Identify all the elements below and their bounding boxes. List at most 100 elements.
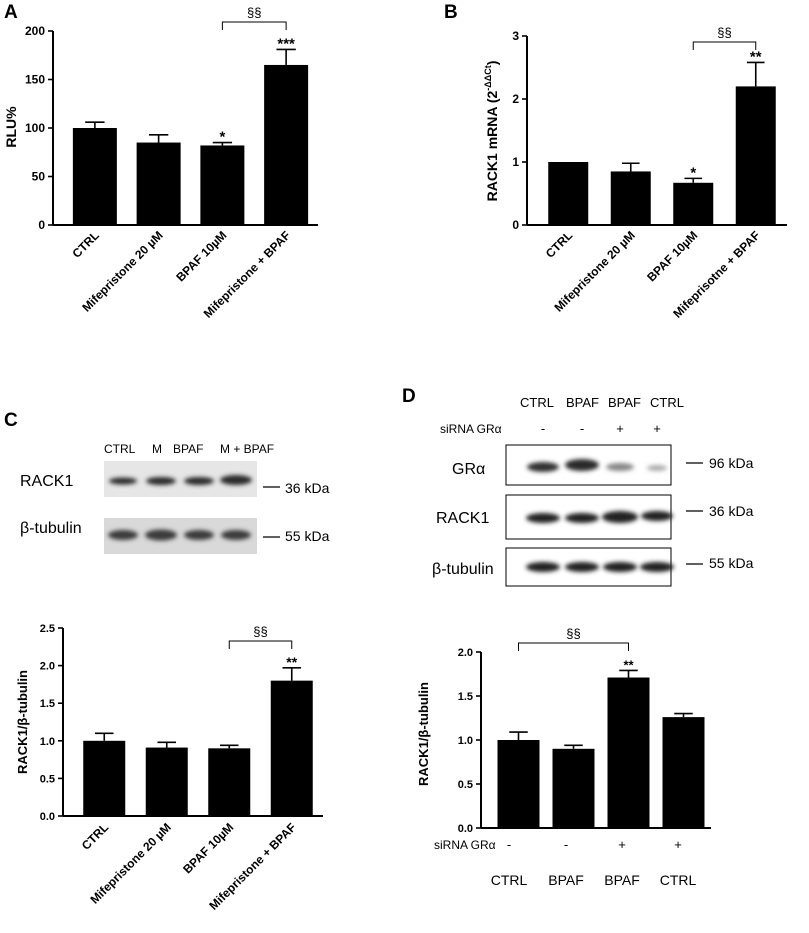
blot-c-band-rack1-4 [220, 475, 252, 485]
chart-d-bottom-group-0: CTRL [491, 872, 528, 888]
chart-d-bottom-group-3: CTRL [660, 872, 697, 888]
chart-d-y-tick-label-0: 0.0 [458, 823, 473, 835]
blot-c-header-3: M + BPAF [220, 442, 274, 456]
chart-c-bracket-label: §§ [253, 624, 267, 639]
blot-d-sirna-mark-0: - [541, 421, 545, 436]
chart-b-bracket [692, 41, 757, 50]
blot-d-band-rack1-2 [565, 513, 599, 523]
blot-c-header-2: BPAF [173, 442, 203, 456]
chart-d-y-tick-label-1: 0.5 [458, 779, 473, 791]
blot-c-band-rack1-2 [146, 477, 176, 485]
chart-a-bar-1 [136, 142, 181, 225]
chart-b-y-tick-label-0: 0 [512, 218, 519, 232]
chart-d-bar-0 [497, 740, 540, 828]
chart-c-bar-0 [83, 740, 126, 816]
blot-c-band-rack1-1 [109, 477, 137, 485]
blot-c-band-tubulin-1 [108, 530, 138, 540]
blot-d-band-tubulin-3 [603, 562, 637, 572]
blot-d-sirna-mark-2: + [616, 421, 624, 436]
blot-d-band-gra-3 [606, 463, 634, 471]
blot-d-band-rack1-3 [602, 511, 638, 523]
chart-a-y-tick-label-0: 0 [38, 218, 45, 232]
blot-c-band-tubulin-2 [145, 529, 177, 541]
chart-b-y-tick-label-2: 2 [512, 92, 519, 106]
chart-c-x-label-0: CTRL [79, 820, 112, 853]
blot-d: CTRL BPAF BPAF CTRL siRNA GRα - - + + GR… [432, 395, 754, 587]
blot-d-band-gra-4 [647, 465, 667, 471]
chart-a-x-label-0: CTRL [69, 228, 102, 261]
blot-c-header-0: CTRL [104, 442, 136, 456]
blot-d-band-tubulin-1 [526, 562, 560, 572]
blot-d-bands-rack1 [526, 511, 673, 523]
blot-d-membrane-gra [505, 444, 672, 486]
chart-a-y-tick-label-3: 150 [25, 73, 45, 87]
blot-d-sirna-mark-1: - [580, 421, 584, 436]
chart-c-y-tick-label-1: 0.5 [40, 773, 55, 785]
blot-d-band-rack1-4 [641, 511, 673, 521]
chart-d-bottom-mark-2: + [618, 837, 626, 852]
blot-c-header-1: M [152, 442, 162, 456]
chart-b-sig-2: * [690, 164, 696, 181]
blot-c-band-rack1-3 [184, 477, 214, 485]
chart-a-bar-2 [200, 145, 245, 225]
blot-c: CTRL M BPAF M + BPAF RACK1 36 kDa β-tubu… [20, 442, 330, 554]
panel-letter-d: D [402, 386, 416, 407]
blot-d-band-tubulin-4 [640, 562, 674, 572]
chart-b-ylabel: RACK1 mRNA (2-ΔΔCt) [483, 61, 500, 202]
chart-b-y-tick-label-3: 3 [512, 29, 519, 43]
chart-c-bar-1 [145, 747, 188, 816]
blot-c-band-tubulin-3 [184, 530, 214, 540]
chart-d-bar-1 [552, 748, 595, 828]
chart-a-sig-2: * [219, 129, 225, 146]
chart-b-bar-0 [548, 162, 589, 225]
blot-d-kda-gra: 96 kDa [709, 455, 754, 471]
chart-d-bottom-sirna-label: siRNA GRα [434, 838, 496, 852]
chart-d: 0.0 0.5 1.0 1.5 2.0 ** §§ [458, 626, 711, 835]
blot-d-kda-rack1: 36 kDa [709, 503, 754, 519]
chart-d-y-tick-label-2: 1.0 [458, 735, 473, 747]
blot-d-kda-tubulin: 55 kDa [709, 555, 754, 571]
chart-a-ylabel: RLU% [3, 106, 19, 148]
blot-d-header-3: CTRL [650, 395, 684, 410]
chart-a-y-tick-label-2: 100 [25, 121, 45, 135]
chart-d-y-tick-label-4: 2.0 [458, 647, 473, 659]
blot-c-kda-tubulin: 55 kDa [285, 528, 330, 544]
chart-c-sig-3: ** [286, 654, 297, 670]
chart-d-bottom-mark-3: + [674, 837, 682, 852]
chart-c-bar-2 [208, 748, 251, 816]
chart-d-sig-2: ** [623, 657, 634, 672]
chart-d-bar-3 [662, 717, 705, 828]
blot-d-bands-tubulin [526, 562, 674, 572]
chart-b-ylabel-close: ) [484, 61, 500, 66]
chart-d-group-labels: siRNA GRα - - + + CTRL BPAF BPAF CTRL [434, 837, 696, 888]
chart-d-bracket-label: §§ [566, 626, 580, 641]
blot-c-band-tubulin-4 [221, 530, 251, 540]
blot-d-header-2: BPAF [608, 395, 641, 410]
blot-d-band-rack1-1 [526, 513, 560, 523]
chart-a-bar-0 [72, 128, 117, 225]
panel-letter-a: A [4, 2, 18, 23]
chart-b-bracket-label: §§ [717, 25, 731, 40]
chart-b-x-label-0: CTRL [543, 228, 576, 261]
chart-a-bar-3 [264, 64, 309, 225]
chart-b-ylabel-main: RACK1 mRNA (2 [484, 90, 500, 201]
chart-c-ylabel: RACK1/β-tubulin [15, 670, 30, 774]
chart-d-bracket [518, 642, 629, 651]
blot-c-bands-tubulin [108, 529, 251, 541]
chart-c-y-tick-label-5: 2.5 [40, 623, 55, 635]
chart-a-y-tick-label-1: 50 [32, 170, 46, 184]
chart-c-y-tick-label-3: 1.5 [40, 698, 55, 710]
chart-d-y-tick-label-3: 1.5 [458, 691, 473, 703]
chart-b-ylabel-sup: -ΔΔCt [483, 65, 493, 90]
chart-c-y-tick-label-4: 2.0 [40, 661, 55, 673]
blot-d-band-gra-1 [527, 462, 559, 472]
chart-c-bar-3 [270, 680, 313, 816]
chart-a-y-tick-label-4: 200 [25, 24, 45, 38]
blot-d-sirna-label: siRNA GRα [440, 422, 502, 436]
blot-c-bands-rack1 [109, 475, 252, 485]
blot-d-row-label-tubulin: β-tubulin [432, 561, 494, 578]
